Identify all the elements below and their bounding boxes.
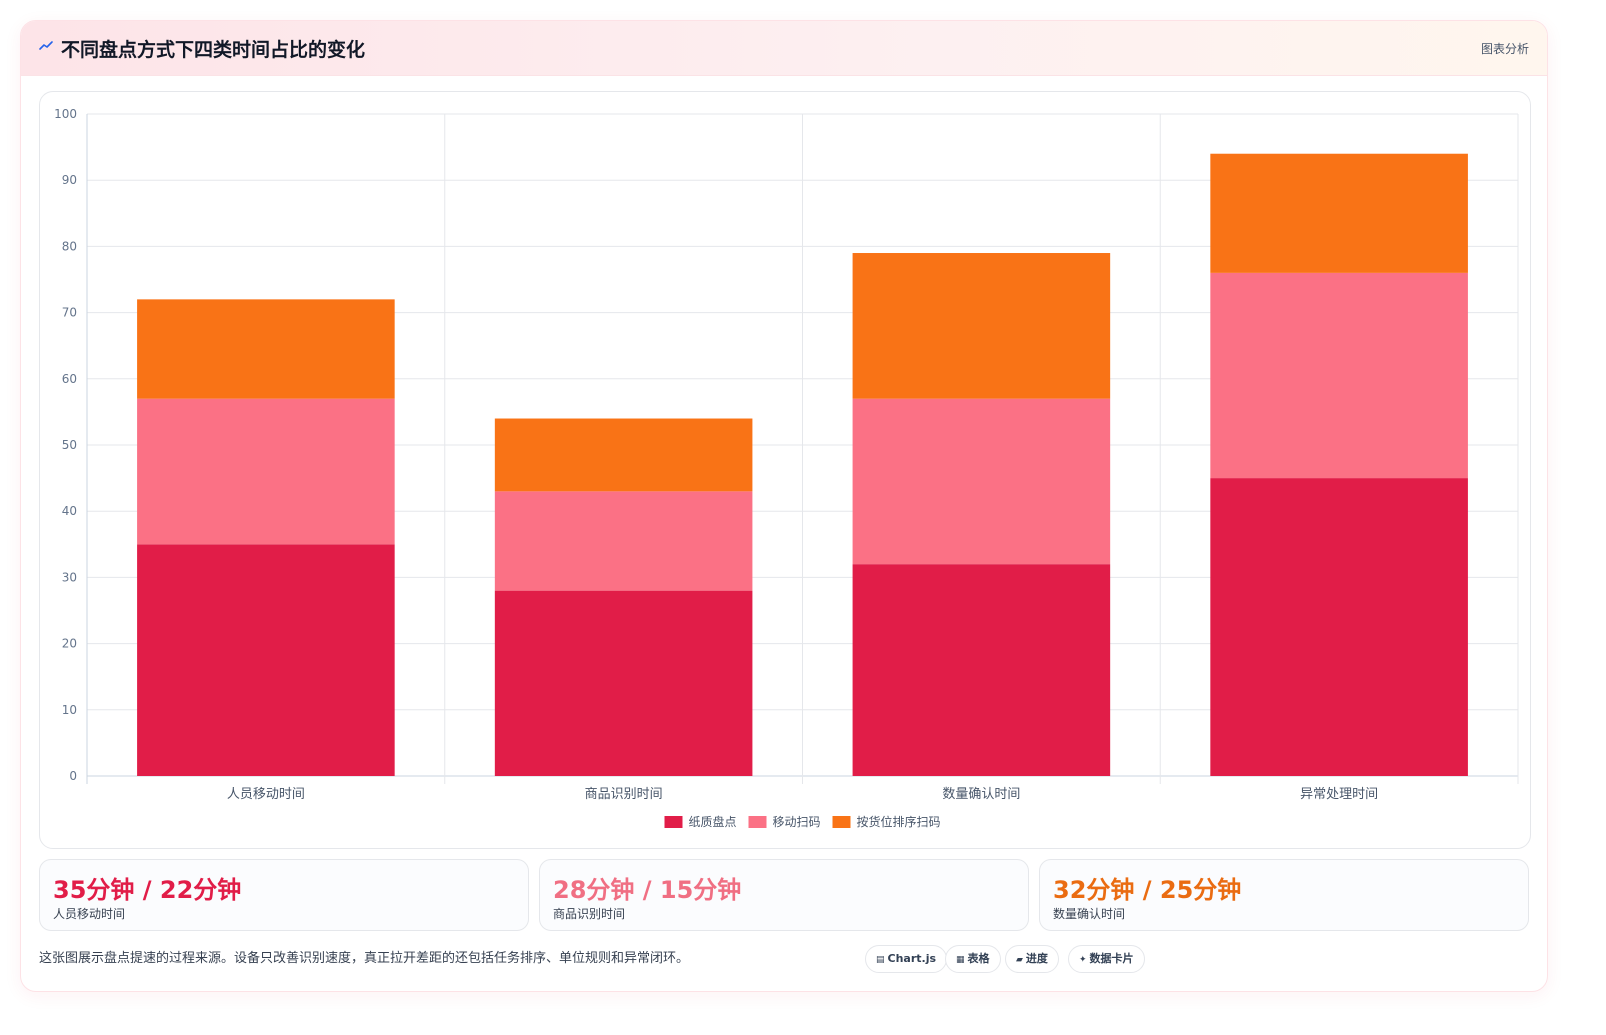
- bar-segment[interactable]: [494, 590, 753, 776]
- x-tick-label: 数量确认时间: [942, 787, 1020, 802]
- card-header: 不同盘点方式下四类时间占比的变化 图表分析: [21, 21, 1547, 76]
- pill-label: 表格: [967, 952, 990, 965]
- bar-segment[interactable]: [852, 253, 1111, 399]
- stat-card: 28分钟 / 15分钟 商品识别时间: [539, 859, 1029, 931]
- legend-swatch[interactable]: [832, 816, 851, 828]
- chart-container: 0 10 20 30 40 50 60 70 80 90 100 人员移动时间 商品识别时间 数量确认时间…: [39, 91, 1531, 849]
- stat-card: 35分钟 / 22分钟 人员移动时间: [39, 859, 529, 931]
- chart-icon: ▤: [876, 955, 885, 965]
- y-tick-label: 30: [62, 570, 77, 584]
- y-tick-label: 70: [62, 306, 77, 320]
- stat-value: 32分钟 / 25分钟: [1053, 876, 1242, 904]
- chart-analysis-tag: 图表分析: [1480, 42, 1529, 56]
- bar-segment[interactable]: [137, 299, 395, 399]
- y-tick-label: 40: [62, 504, 77, 518]
- legend-label[interactable]: 移动扫码: [773, 815, 821, 829]
- bar-segment[interactable]: [1210, 153, 1468, 273]
- y-tick-label: 10: [62, 703, 77, 717]
- stat-label: 数量确认时间: [1053, 907, 1126, 921]
- pill-data-card[interactable]: ✦ 数据卡片: [1068, 945, 1145, 973]
- footer-note: 这张图展示盘点提速的过程来源。设备只改善识别速度，真正拉开差距的还包括任务排序、…: [39, 951, 690, 966]
- pill-label: 数据卡片: [1089, 952, 1134, 965]
- legend-label[interactable]: 按货位排序扫码: [857, 814, 941, 829]
- bar-segment[interactable]: [494, 418, 753, 492]
- legend-label[interactable]: 纸质盘点: [689, 814, 737, 829]
- pill-table[interactable]: ▦ 表格: [945, 945, 1001, 973]
- y-tick-label: 50: [62, 438, 77, 452]
- bar-segment[interactable]: [852, 564, 1111, 776]
- y-tick-label: 90: [62, 173, 77, 187]
- y-tick-label: 100: [54, 107, 77, 121]
- bar-segment[interactable]: [137, 544, 395, 776]
- x-tick-label: 商品识别时间: [585, 787, 663, 802]
- bar-segment[interactable]: [494, 491, 753, 591]
- x-tick-label: 异常处理时间: [1300, 787, 1378, 802]
- stat-value: 28分钟 / 15分钟: [553, 876, 742, 904]
- y-tick-label: 20: [62, 637, 77, 651]
- stat-value: 35分钟 / 22分钟: [53, 876, 242, 904]
- legend-swatch[interactable]: [748, 816, 767, 828]
- bar-segment[interactable]: [1210, 272, 1468, 479]
- pill-label: Chart.js: [887, 952, 937, 965]
- progress-icon: ▰: [1016, 955, 1023, 965]
- legend-swatch[interactable]: [664, 816, 683, 828]
- trend-line-icon: [39, 41, 53, 50]
- stat-label: 商品识别时间: [553, 907, 626, 921]
- y-tick-label: 0: [69, 769, 77, 783]
- page-title: 不同盘点方式下四类时间占比的变化: [61, 39, 366, 61]
- bar-segment[interactable]: [137, 398, 395, 545]
- stat-card: 32分钟 / 25分钟 数量确认时间: [1039, 859, 1529, 931]
- stat-cards: 35分钟 / 22分钟 人员移动时间 28分钟 / 15分钟 商品识别时间 32…: [39, 859, 1529, 931]
- pill-label: 进度: [1025, 952, 1048, 965]
- stat-label: 人员移动时间: [53, 907, 126, 921]
- x-tick-label: 人员移动时间: [227, 787, 305, 802]
- y-tick-label: 80: [62, 239, 77, 253]
- pill-progress[interactable]: ▰ 进度: [1005, 945, 1059, 973]
- bar-segment[interactable]: [1210, 478, 1468, 776]
- sparkle-icon: ✦: [1079, 955, 1087, 965]
- bar-segment[interactable]: [852, 398, 1111, 565]
- y-tick-label: 60: [62, 372, 77, 386]
- table-icon: ▦: [956, 955, 965, 965]
- pill-chartjs[interactable]: ▤ Chart.js: [865, 945, 948, 973]
- chart-card: 不同盘点方式下四类时间占比的变化 图表分析 0 10 20 30 40 50 60 70 80 9…: [20, 20, 1548, 992]
- stacked-bar-chart: 0 10 20 30 40 50 60 70 80 90 100 人员移动时间 商品识别时间 数量确认时间…: [54, 107, 1519, 829]
